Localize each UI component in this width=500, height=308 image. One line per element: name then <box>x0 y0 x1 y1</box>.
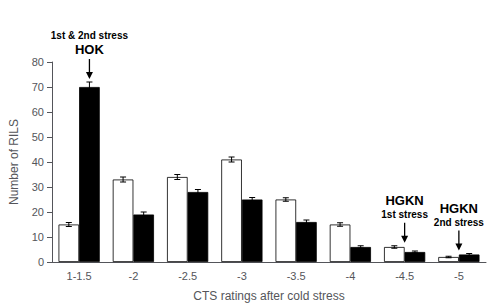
svg-text:60: 60 <box>32 106 44 118</box>
svg-text:-2: -2 <box>128 270 138 282</box>
svg-text:1-1.5: 1-1.5 <box>67 270 92 282</box>
svg-text:-2.5: -2.5 <box>178 270 197 282</box>
svg-text:Number of RILS: Number of RILS <box>7 119 21 205</box>
svg-text:50: 50 <box>32 131 44 143</box>
svg-text:0: 0 <box>38 256 44 268</box>
svg-text:1st & 2nd stress: 1st & 2nd stress <box>51 30 129 41</box>
svg-text:-3.5: -3.5 <box>287 270 306 282</box>
svg-text:-5: -5 <box>454 270 464 282</box>
svg-text:80: 80 <box>32 56 44 68</box>
svg-text:40: 40 <box>32 156 44 168</box>
svg-text:30: 30 <box>32 181 44 193</box>
svg-text:HGKN: HGKN <box>385 193 423 208</box>
svg-text:-4: -4 <box>345 270 355 282</box>
svg-text:70: 70 <box>32 81 44 93</box>
svg-text:10: 10 <box>32 231 44 243</box>
svg-text:-4.5: -4.5 <box>395 270 414 282</box>
svg-text:20: 20 <box>32 206 44 218</box>
svg-text:HGKN: HGKN <box>440 201 478 216</box>
svg-text:HOK: HOK <box>75 42 105 57</box>
svg-text:1st stress: 1st stress <box>381 209 428 220</box>
svg-text:CTS ratings after cold stress: CTS ratings after cold stress <box>193 289 344 303</box>
svg-text:2nd stress: 2nd stress <box>434 217 484 228</box>
svg-text:-3: -3 <box>237 270 247 282</box>
